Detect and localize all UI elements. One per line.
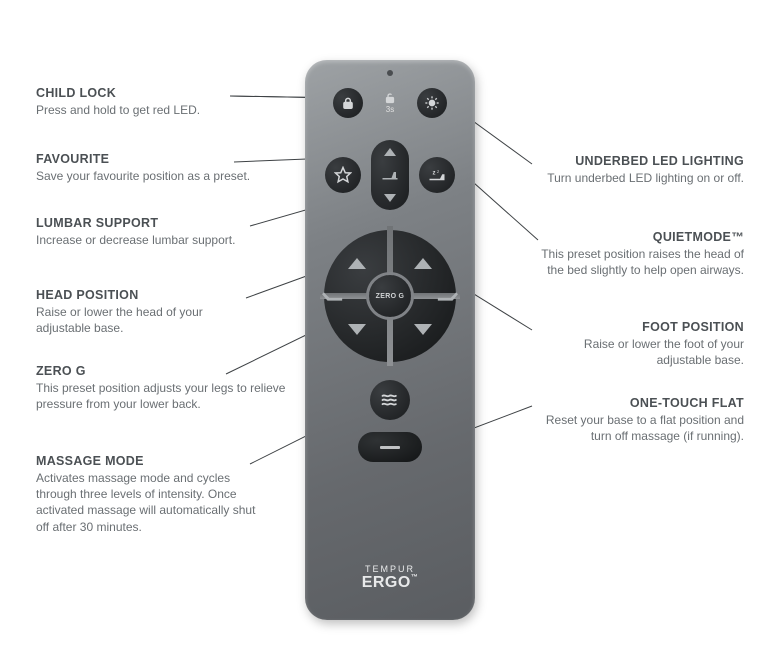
lock-icon: [341, 96, 355, 110]
callout-lumbar: LUMBAR SUPPORT Increase or decrease lumb…: [36, 216, 246, 248]
callout-title: QUIETMODE™: [529, 230, 744, 244]
triangle-up-icon: [414, 258, 432, 269]
lightbulb-icon: [424, 95, 440, 111]
unlock-duration-label: 3s: [386, 105, 394, 114]
massage-mode-button[interactable]: [370, 380, 410, 420]
callout-foot: FOOT POSITION Raise or lower the foot of…: [529, 320, 744, 368]
favourite-button[interactable]: [325, 157, 361, 193]
brand-line1: TEMPUR: [305, 564, 475, 574]
callout-title: ZERO G: [36, 364, 291, 378]
led-lighting-button[interactable]: [417, 88, 447, 118]
horizontal-line-icon: [380, 446, 400, 449]
callout-title: UNDERBED LED LIGHTING: [529, 154, 744, 168]
callout-title: LUMBAR SUPPORT: [36, 216, 246, 230]
child-lock-button[interactable]: [333, 88, 363, 118]
callout-desc: Reset your base to a flat position and t…: [529, 412, 744, 444]
foot-up-button[interactable]: [398, 238, 448, 288]
unlock-icon: [384, 92, 396, 104]
seat-icon: [381, 169, 399, 181]
lumbar-support-control[interactable]: [371, 140, 409, 210]
dpad-cluster: ZERO G: [324, 230, 456, 362]
waves-icon: [380, 392, 400, 408]
top-button-row: 3s: [305, 88, 475, 118]
callout-title: HEAD POSITION: [36, 288, 246, 302]
callout-title: ONE-TOUCH FLAT: [529, 396, 744, 410]
callout-title: FAVOURITE: [36, 152, 266, 166]
callout-desc: Increase or decrease lumbar support.: [36, 232, 246, 248]
callout-zero-g: ZERO G This preset position adjusts your…: [36, 364, 291, 412]
star-icon: [334, 166, 352, 184]
recline-left-icon: [322, 290, 344, 302]
callout-favourite: FAVOURITE Save your favourite position a…: [36, 152, 266, 184]
callout-desc: Raise or lower the head of your adjustab…: [36, 304, 246, 336]
callout-child-lock: CHILD LOCK Press and hold to get red LED…: [36, 86, 276, 118]
callout-desc: Turn underbed LED lighting on or off.: [529, 170, 744, 186]
brand-label: TEMPUR ERGO™: [305, 564, 475, 592]
foot-down-button[interactable]: [398, 304, 448, 354]
svg-text:z: z: [437, 169, 440, 174]
second-button-row: zz: [305, 140, 475, 210]
head-down-button[interactable]: [332, 304, 382, 354]
zero-g-label: ZERO G: [376, 293, 405, 300]
sleep-zz-icon: zz: [428, 168, 446, 182]
brand-line2: ERGO™: [305, 574, 475, 592]
quietmode-button[interactable]: zz: [419, 157, 455, 193]
callout-desc: This preset position raises the head of …: [529, 246, 744, 278]
callout-title: MASSAGE MODE: [36, 454, 271, 468]
lumbar-down-icon: [384, 194, 396, 202]
callout-massage: MASSAGE MODE Activates massage mode and …: [36, 454, 271, 535]
callout-desc: Save your favourite position as a preset…: [36, 168, 266, 184]
triangle-up-icon: [348, 258, 366, 269]
remote-control: 3s zz: [305, 60, 475, 620]
callout-desc: Activates massage mode and cycles throug…: [36, 470, 271, 535]
recline-right-icon: [436, 290, 458, 302]
callout-flat: ONE-TOUCH FLAT Reset your base to a flat…: [529, 396, 744, 444]
callout-desc: This preset position adjusts your legs t…: [36, 380, 291, 412]
callout-desc: Press and hold to get red LED.: [36, 102, 276, 118]
svg-text:z: z: [433, 170, 436, 176]
callout-title: CHILD LOCK: [36, 86, 276, 100]
callout-head: HEAD POSITION Raise or lower the head of…: [36, 288, 246, 336]
callout-led: UNDERBED LED LIGHTING Turn underbed LED …: [529, 154, 744, 186]
triangle-down-icon: [414, 324, 432, 335]
callout-quietmode: QUIETMODE™ This preset position raises t…: [529, 230, 744, 278]
unlock-hint: 3s: [375, 92, 405, 114]
triangle-down-icon: [348, 324, 366, 335]
callout-desc: Raise or lower the foot of your adjustab…: [529, 336, 744, 368]
callout-title: FOOT POSITION: [529, 320, 744, 334]
lumbar-up-icon: [384, 148, 396, 156]
diagram-container: 3s zz: [0, 0, 780, 655]
one-touch-flat-button[interactable]: [358, 432, 422, 462]
zero-g-button[interactable]: ZERO G: [369, 275, 411, 317]
